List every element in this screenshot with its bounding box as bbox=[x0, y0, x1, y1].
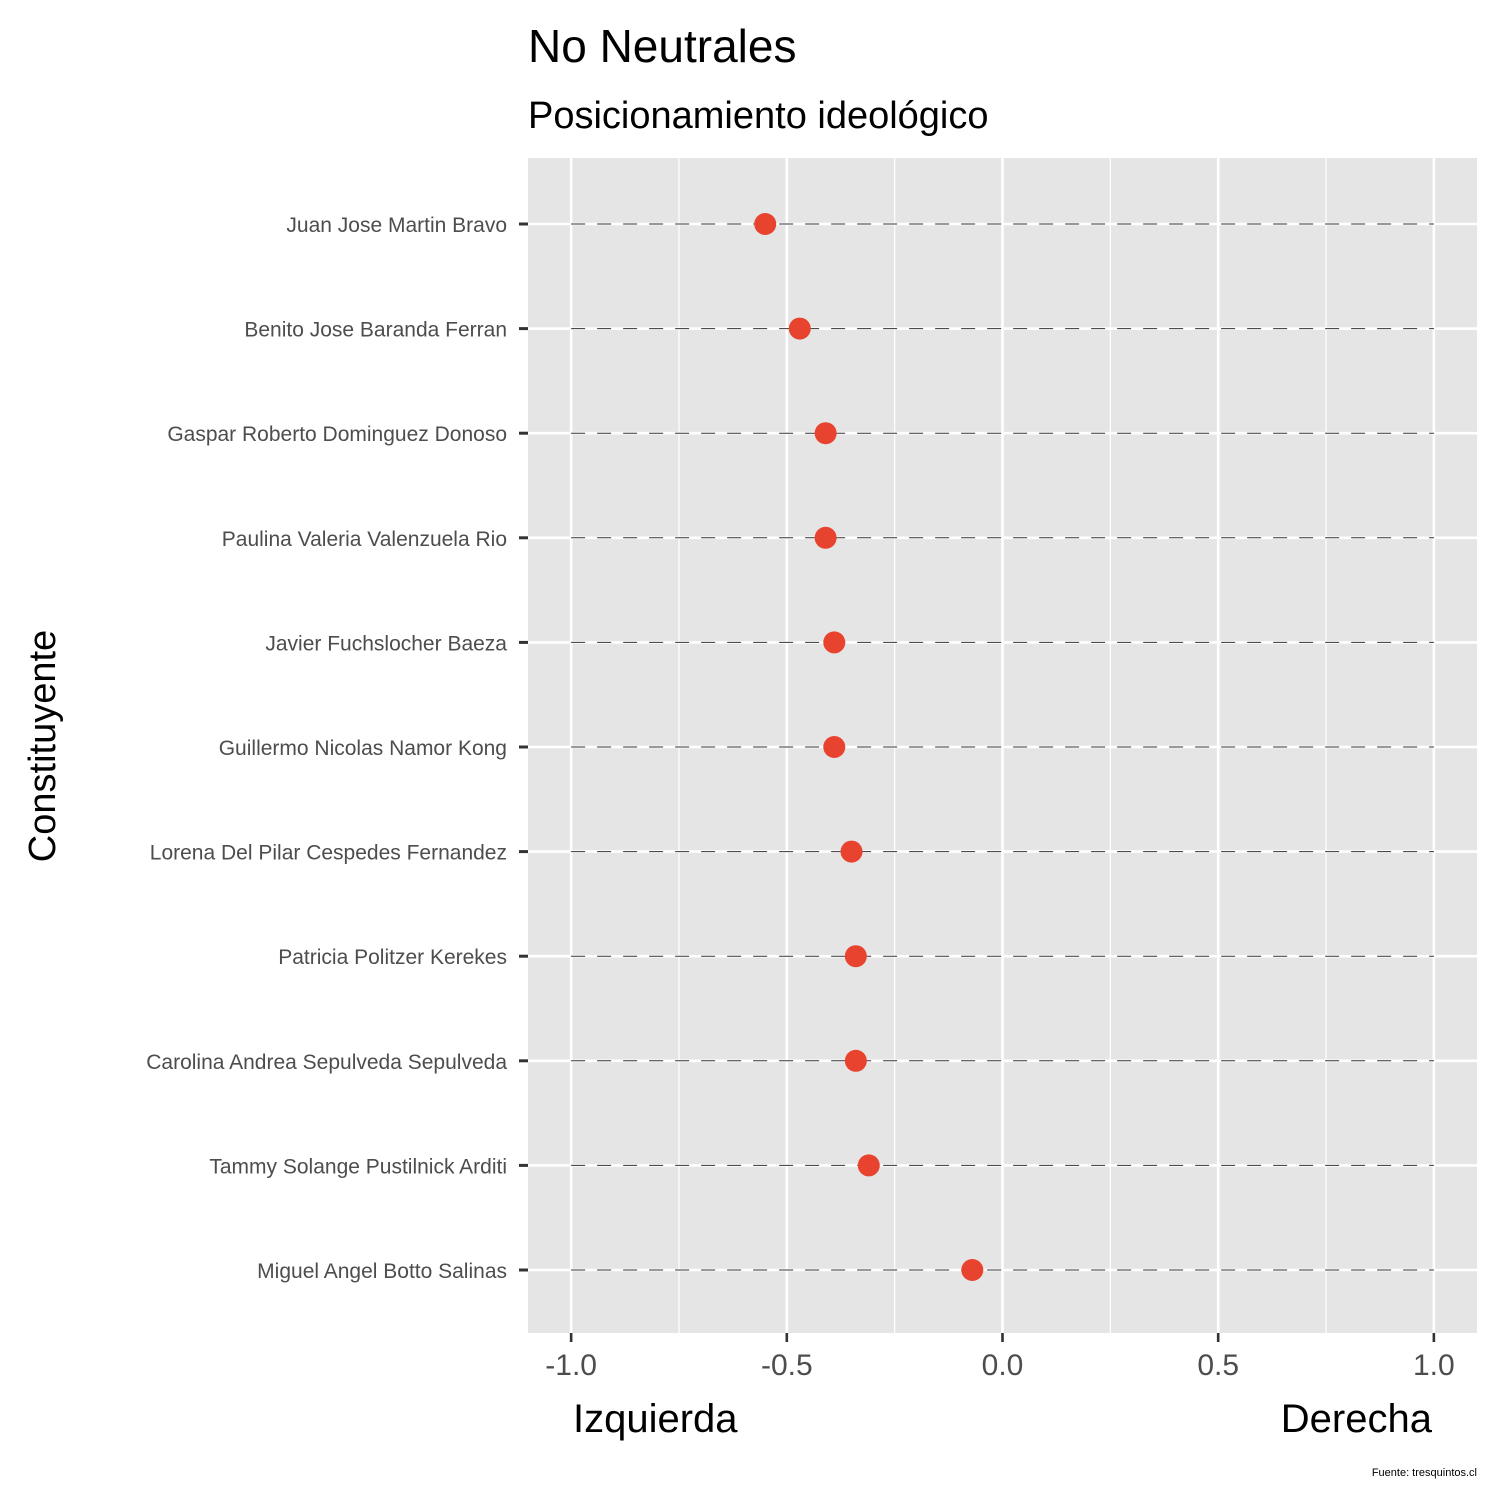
data-point bbox=[814, 526, 837, 549]
x-tick-label: 1.0 bbox=[1413, 1349, 1455, 1382]
y-tick-label: Carolina Andrea Sepulveda Sepulveda bbox=[146, 1051, 507, 1074]
y-tick-label: Miguel Angel Botto Salinas bbox=[257, 1260, 507, 1283]
x-right-label: Derecha bbox=[1281, 1397, 1433, 1441]
dash-lines bbox=[571, 223, 1434, 1271]
x-tick-label: 0.5 bbox=[1197, 1349, 1239, 1382]
y-tick-label: Juan Jose Martin Bravo bbox=[286, 214, 507, 237]
y-tick-label: Gaspar Roberto Dominguez Donoso bbox=[167, 423, 507, 446]
y-tick-label: Paulina Valeria Valenzuela Rio bbox=[222, 528, 507, 551]
data-point bbox=[844, 1049, 867, 1072]
x-axis: -1.0 -0.5 0.0 0.5 1.0 bbox=[545, 1333, 1455, 1382]
x-tick-label: -0.5 bbox=[761, 1349, 813, 1382]
x-left-label: Izquierda bbox=[573, 1397, 738, 1441]
y-tick-label: Tammy Solange Pustilnick Arditi bbox=[209, 1155, 507, 1178]
data-point bbox=[823, 631, 846, 654]
data-point bbox=[961, 1259, 984, 1281]
data-point bbox=[857, 1154, 880, 1177]
data-point bbox=[823, 736, 846, 758]
y-tick-label: Patricia Politzer Kerekes bbox=[278, 946, 507, 969]
y-tick-label: Javier Fuchslocher Baeza bbox=[265, 632, 507, 655]
data-point bbox=[840, 840, 863, 863]
x-tick-label: -1.0 bbox=[545, 1349, 597, 1382]
chart-title: No Neutrales bbox=[528, 20, 796, 72]
data-point bbox=[754, 213, 777, 235]
data-point bbox=[844, 945, 867, 968]
data-point bbox=[788, 317, 811, 340]
data-points bbox=[754, 213, 984, 1281]
data-point bbox=[814, 422, 837, 445]
y-axis: Juan Jose Martin Bravo Benito Jose Barand… bbox=[146, 214, 528, 1283]
chart-subtitle: Posicionamiento ideológico bbox=[528, 95, 989, 137]
source-caption: Fuente: tresquintos.cl bbox=[1372, 1467, 1477, 1479]
y-tick-label: Benito Jose Baranda Ferran bbox=[244, 319, 507, 342]
y-tick-label: Guillermo Nicolas Namor Kong bbox=[219, 737, 507, 760]
x-tick-label: 0.0 bbox=[982, 1349, 1024, 1382]
grid-major bbox=[528, 158, 1477, 1333]
y-tick-label: Lorena Del Pilar Cespedes Fernandez bbox=[150, 842, 507, 865]
grid-minor bbox=[678, 158, 1327, 1333]
y-axis-title: Constituyente bbox=[22, 630, 64, 862]
